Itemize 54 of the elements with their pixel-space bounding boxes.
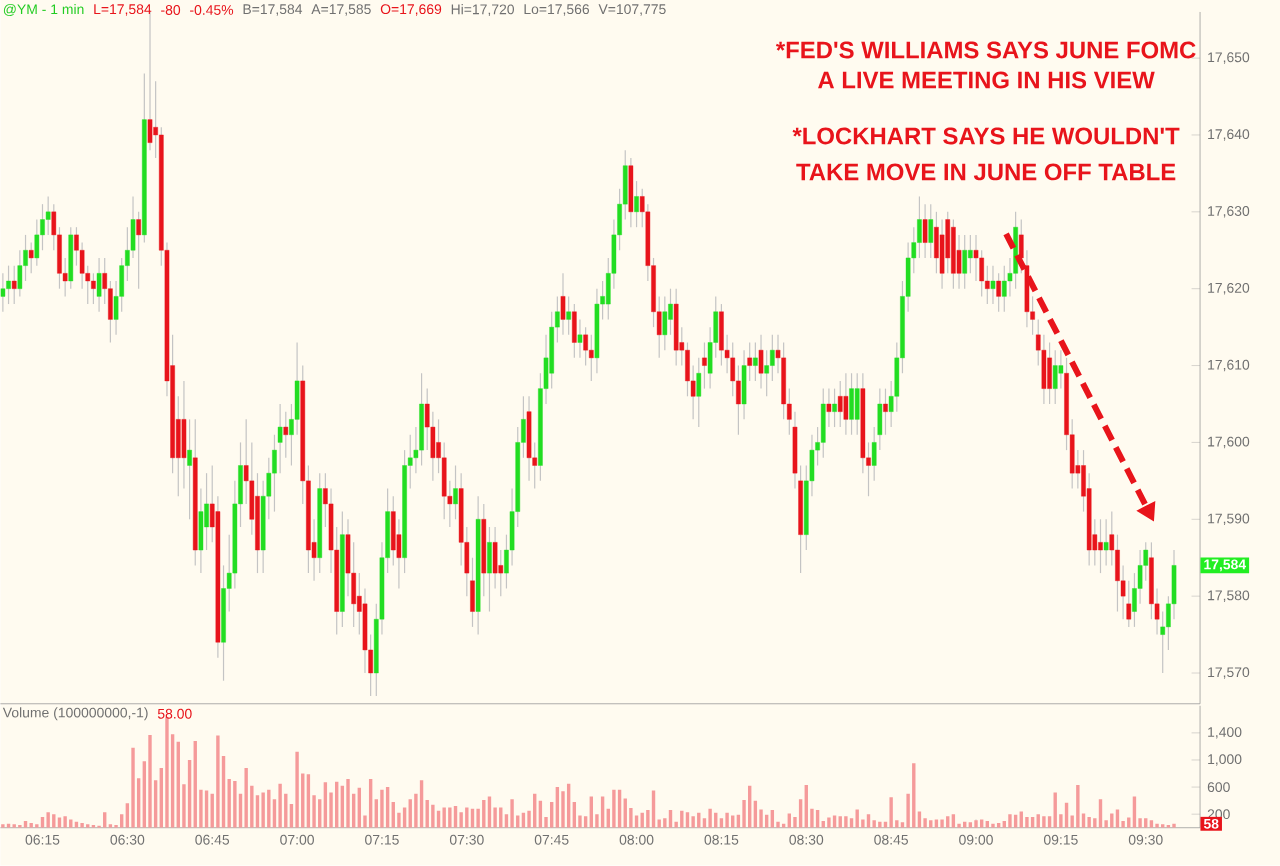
candlestick: [1052, 349, 1058, 405]
candlestick: [634, 180, 639, 228]
candlestick: [0, 272, 6, 313]
annotation: TAKE MOVE IN JUNE OFF TABLE: [796, 163, 1176, 181]
candlestick: [951, 219, 956, 290]
candlestick: [849, 372, 854, 436]
candlestick: [1013, 211, 1018, 290]
candlestick: [453, 465, 458, 521]
candlestick: [673, 288, 679, 367]
candlestick: [854, 372, 860, 436]
candlestick: [6, 265, 11, 305]
candlestick: [820, 388, 826, 459]
candlestick: [962, 234, 968, 290]
candlestick: [560, 272, 566, 336]
candlestick: [96, 257, 102, 313]
candlestick: [577, 318, 583, 359]
candlestick: [990, 265, 996, 305]
candlestick: [662, 295, 668, 351]
candlestick: [487, 526, 492, 613]
candlestick: [939, 219, 945, 290]
candlestick: [1001, 265, 1007, 313]
candlestick: [498, 549, 504, 597]
candlestick: [91, 272, 96, 305]
candlestick: [147, 12, 153, 152]
candlestick: [68, 226, 74, 290]
candlestick: [136, 211, 141, 290]
candlestick: [1098, 518, 1103, 574]
candlestick: [1103, 518, 1109, 567]
candlestick: [526, 395, 532, 482]
annotation: *FED'S WILLIAMS SAYS JUNE FOMC: [775, 41, 1196, 59]
candlestick: [758, 334, 764, 390]
candlestick: [837, 380, 843, 428]
annotation: A LIVE MEETING IN HIS VIEW: [818, 71, 1155, 89]
candlestick: [283, 411, 289, 459]
candlestick: [832, 388, 837, 428]
candlestick: [922, 203, 928, 259]
candlestick: [956, 234, 962, 290]
candlestick: [566, 295, 571, 336]
candlestick: [11, 265, 17, 305]
candlestick: [28, 242, 34, 275]
candlestick: [628, 157, 634, 228]
candlestick: [968, 234, 973, 275]
candlestick: [843, 372, 849, 436]
candlestick: [883, 388, 888, 436]
candlestick: [996, 272, 1001, 313]
candlestick: [419, 372, 424, 467]
candlestick: [492, 526, 498, 590]
candlestick: [572, 303, 577, 359]
candlestick: [826, 388, 832, 428]
annotation: *LOCKHART SAYS HE WOULDN'T: [792, 127, 1180, 145]
candlestick: [588, 334, 594, 382]
candlestick: [719, 303, 724, 367]
candlestick: [1047, 342, 1052, 405]
candlestick: [753, 342, 758, 382]
